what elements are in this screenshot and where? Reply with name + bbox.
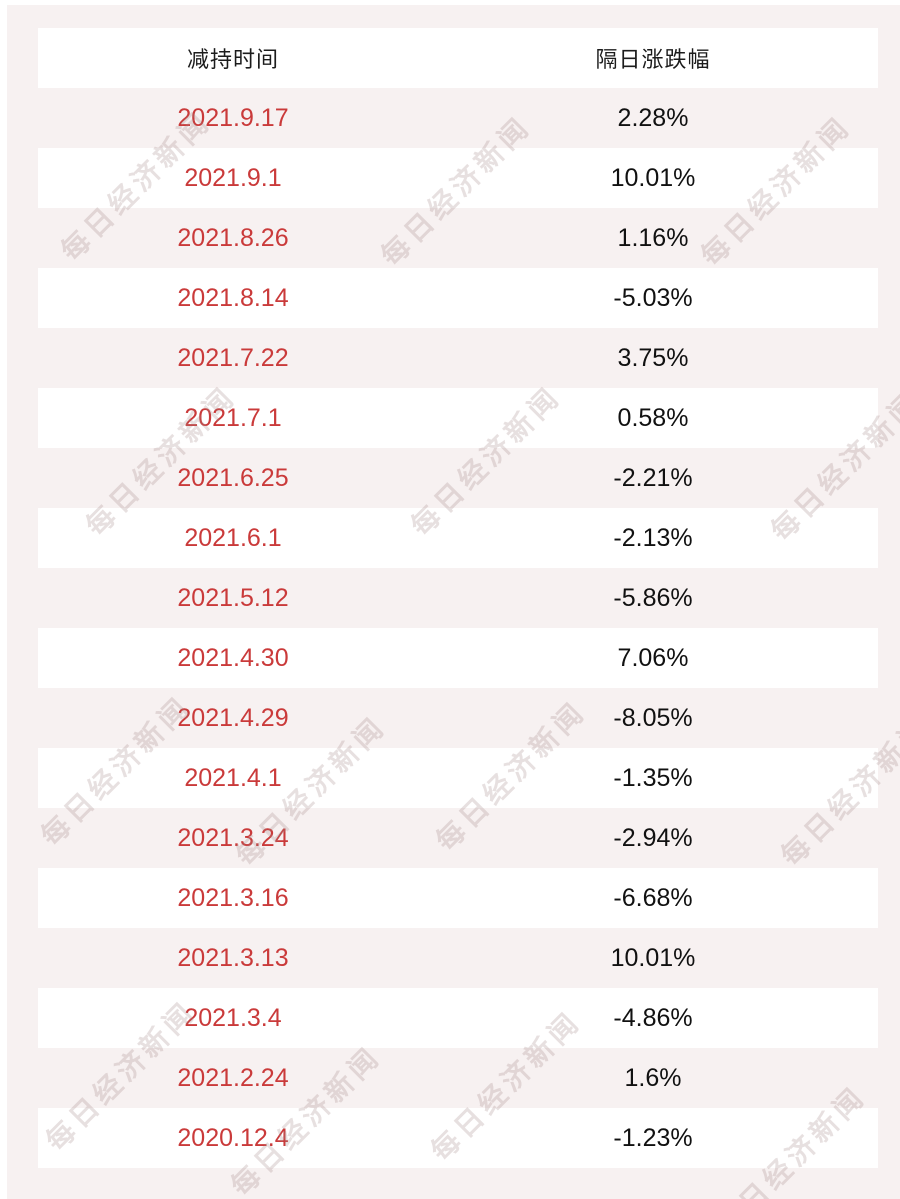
date-cell: 2021.3.16 — [177, 883, 289, 912]
date-cell: 2021.8.14 — [177, 283, 289, 312]
table-row: 2021.8.26 1.16% — [38, 208, 878, 268]
date-cell: 2021.2.24 — [177, 1063, 289, 1092]
date-cell: 2021.6.25 — [177, 463, 289, 492]
table-row: 2021.3.13 10.01% — [38, 928, 878, 988]
date-cell: 2021.9.1 — [184, 163, 282, 192]
change-cell: -8.05% — [613, 703, 693, 732]
date-cell: 2021.6.1 — [184, 523, 282, 552]
change-cell: 7.06% — [617, 643, 689, 672]
table-row: 2021.3.4 -4.86% — [38, 988, 878, 1048]
table-row: 2021.6.25 -2.21% — [38, 448, 878, 508]
date-cell: 2021.4.1 — [184, 763, 282, 792]
change-cell: 2.28% — [617, 103, 689, 132]
date-cell: 2020.12.4 — [177, 1123, 289, 1152]
table-row: 2021.6.1 -2.13% — [38, 508, 878, 568]
table-row: 2021.4.1 -1.35% — [38, 748, 878, 808]
date-cell: 2021.7.1 — [184, 403, 282, 432]
table-row: 2021.4.30 7.06% — [38, 628, 878, 688]
date-cell: 2021.9.17 — [177, 103, 289, 132]
change-cell: 1.6% — [624, 1063, 682, 1092]
table-row: 2021.7.22 3.75% — [38, 328, 878, 388]
date-cell: 2021.3.13 — [177, 943, 289, 972]
change-cell: -2.94% — [613, 823, 693, 852]
change-cell: -6.68% — [613, 883, 693, 912]
table-row: 2021.3.16 -6.68% — [38, 868, 878, 928]
date-cell: 2021.7.22 — [177, 343, 289, 372]
reduction-table: 减持时间 隔日涨跌幅 2021.9.17 2.28% 2021.9.1 10.01% 2… — [38, 28, 878, 1168]
change-cell: -1.23% — [613, 1123, 693, 1152]
date-cell: 2021.3.24 — [177, 823, 289, 852]
change-cell: 10.01% — [610, 163, 696, 192]
table-row: 2021.9.17 2.28% — [38, 88, 878, 148]
table-row: 2021.7.1 0.58% — [38, 388, 878, 448]
change-cell: 1.16% — [617, 223, 689, 252]
table-header-row: 减持时间 隔日涨跌幅 — [38, 28, 878, 88]
date-cell: 2021.5.12 — [177, 583, 289, 612]
change-cell: 0.58% — [617, 403, 689, 432]
table-row: 2021.5.12 -5.86% — [38, 568, 878, 628]
table-row: 2021.4.29 -8.05% — [38, 688, 878, 748]
table-row: 2021.3.24 -2.94% — [38, 808, 878, 868]
change-cell: -5.86% — [613, 583, 693, 612]
change-cell: 10.01% — [610, 943, 696, 972]
date-cell: 2021.8.26 — [177, 223, 289, 252]
change-cell: -5.03% — [613, 283, 693, 312]
change-cell: 3.75% — [617, 343, 689, 372]
change-cell: -2.21% — [613, 463, 693, 492]
column-header-nextday-change: 隔日涨跌幅 — [595, 47, 711, 72]
table-row: 2021.9.1 10.01% — [38, 148, 878, 208]
date-cell: 2021.3.4 — [184, 1003, 282, 1032]
table-row: 2021.2.24 1.6% — [38, 1048, 878, 1108]
change-cell: -2.13% — [613, 523, 693, 552]
date-cell: 2021.4.30 — [177, 643, 289, 672]
change-cell: -4.86% — [613, 1003, 693, 1032]
date-cell: 2021.4.29 — [177, 703, 289, 732]
change-cell: -1.35% — [613, 763, 693, 792]
table-body: 2021.9.17 2.28% 2021.9.1 10.01% 2021.8.26 1.1… — [38, 88, 878, 1168]
table-row: 2021.8.14 -5.03% — [38, 268, 878, 328]
table-row: 2020.12.4 -1.23% — [38, 1108, 878, 1168]
column-header-reduction-time: 减持时间 — [186, 47, 279, 72]
